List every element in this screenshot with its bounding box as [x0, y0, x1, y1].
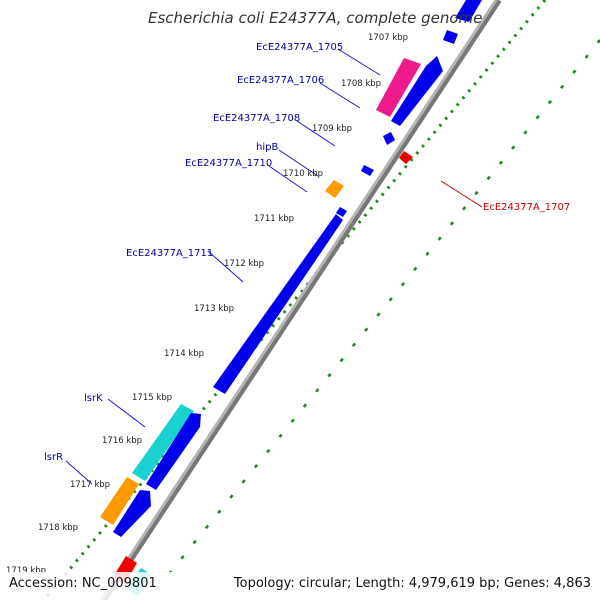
gene-label-lsrK[interactable]: lsrK — [84, 393, 103, 404]
tick-label: 1711 kbp — [254, 214, 294, 224]
leader-lsrR — [65, 460, 93, 485]
gene-lsrK[interactable] — [132, 404, 194, 481]
genome-summary-text: Topology: circular; Length: 4,979,619 bp… — [233, 576, 591, 591]
gene-label-ecE24377A-1706[interactable]: EcE24377A_1706 — [237, 75, 324, 86]
tick-label: 1714 kbp — [164, 349, 204, 359]
accession-text: Accession: NC_009801 — [9, 576, 157, 591]
tick-label: 1716 kbp — [102, 436, 142, 446]
gene-label-ecE24377A-1708[interactable]: EcE24377A_1708 — [213, 113, 300, 124]
leader-ecE24377A-1707 — [440, 180, 483, 208]
gene-label-hipB[interactable]: hipB — [256, 142, 278, 153]
tick-label: 1719 kbp — [6, 566, 46, 576]
gene-hipB[interactable] — [361, 165, 374, 176]
leader-ecE24377A-1711 — [207, 250, 244, 283]
gene-label-ecE24377A-1705[interactable]: EcE24377A_1705 — [256, 42, 343, 53]
gene-ecE24377A-1706[interactable] — [391, 56, 443, 126]
gene-small-blue-1710b[interactable] — [336, 207, 347, 217]
gene-arrow-upper-small[interactable] — [443, 30, 458, 44]
tick-label: 1717 kbp — [70, 480, 110, 490]
gene-lsrR-partner[interactable] — [146, 413, 201, 490]
tick-label: 1707 kbp — [368, 33, 408, 43]
gene-ecE24377A-1708[interactable] — [383, 132, 395, 145]
footer-background — [0, 572, 600, 600]
gene-ecE24377A-1705[interactable] — [376, 58, 421, 117]
gene-label-ecE24377A-1711[interactable]: EcE24377A_1711 — [126, 248, 213, 259]
gene-lsrR[interactable] — [100, 477, 139, 525]
tick-label: 1709 kbp — [312, 124, 352, 134]
leader-ecE24377A-1710 — [268, 165, 308, 193]
gc-dashes-track — [146, 39, 600, 600]
gene-blue-1718[interactable] — [113, 490, 151, 537]
leader-lsrK — [107, 398, 146, 428]
tick-label: 1713 kbp — [194, 304, 234, 314]
gene-label-ecE24377A-1710[interactable]: EcE24377A_1710 — [185, 158, 272, 169]
gene-label-lsrR[interactable]: lsrR — [44, 452, 63, 463]
gene-ecE24377A-1711[interactable] — [213, 214, 343, 394]
tick-label: 1712 kbp — [224, 259, 264, 269]
gene-ecE24377A-1710[interactable] — [325, 180, 344, 198]
map-title: Escherichia coli E24377A, complete genom… — [148, 9, 482, 27]
gene-arrow-top[interactable] — [455, 0, 482, 22]
tick-label: 1718 kbp — [38, 523, 78, 533]
leader-ecE24377A-1706 — [319, 82, 361, 109]
tick-label: 1710 kbp — [283, 169, 323, 179]
tick-label: 1708 kbp — [341, 79, 381, 89]
gene-label-ecE24377A-1707[interactable]: EcE24377A_1707 — [483, 202, 570, 213]
backbone-shadow — [101, 0, 502, 600]
tick-label: 1715 kbp — [132, 393, 172, 403]
gene-ecE24377A-1707[interactable] — [399, 151, 413, 164]
leader-ecE24377A-1708 — [296, 120, 336, 147]
leader-ecE24377A-1705 — [337, 48, 381, 76]
leader-hipB — [278, 149, 319, 177]
backbone — [99, 0, 498, 600]
